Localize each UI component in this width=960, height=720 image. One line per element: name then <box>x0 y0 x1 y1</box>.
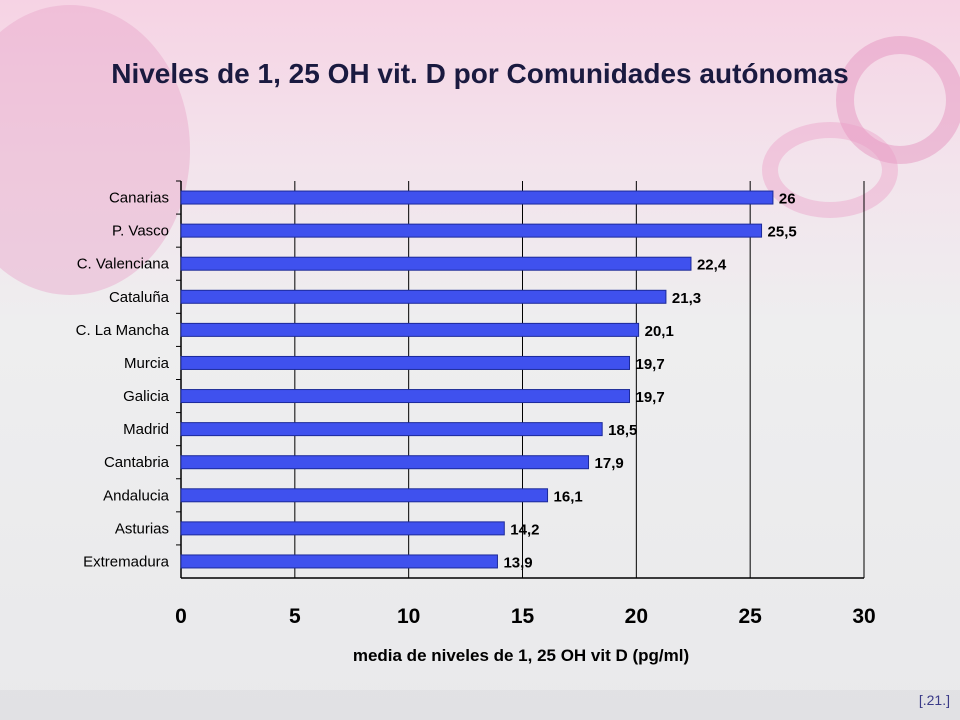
value-label: 13,9 <box>503 554 532 571</box>
x-tick-label: 10 <box>397 605 420 628</box>
category-label: P. Vasco <box>112 223 169 240</box>
gridlines <box>176 180 865 579</box>
slide-title: Niveles de 1, 25 OH vit. D por Comunidad… <box>111 58 849 89</box>
category-label: C. La Mancha <box>76 322 170 339</box>
value-label: 14,2 <box>510 521 539 538</box>
x-tick-label: 15 <box>511 605 535 628</box>
category-label: Canarias <box>109 190 169 207</box>
bar-5 <box>180 355 631 370</box>
x-tick-label: 30 <box>852 605 875 628</box>
category-label: Madrid <box>123 421 169 438</box>
bars <box>180 190 774 569</box>
x-tick-label: 20 <box>625 605 648 628</box>
value-label: 19,7 <box>636 356 665 373</box>
value-label: 19,7 <box>636 389 665 406</box>
bar-4 <box>180 322 640 337</box>
x-tick-label: 25 <box>738 605 762 628</box>
category-label: Cataluña <box>109 289 170 306</box>
value-label: 25,5 <box>768 224 797 241</box>
bar-1 <box>180 223 763 238</box>
reference-number: [.21.] <box>918 692 950 708</box>
value-label: 22,4 <box>697 257 727 274</box>
labels: 0 5 10 15 20 25 30 Canarias 26 P. Vasco 25,5 C. Val… <box>76 190 876 628</box>
category-label: C. Valenciana <box>77 256 170 273</box>
bar-8 <box>180 455 590 470</box>
bar-2 <box>180 256 692 271</box>
category-label: Galicia <box>123 388 170 405</box>
value-label: 17,9 <box>595 455 624 472</box>
bar-0 <box>180 190 774 205</box>
bar-7 <box>180 422 603 437</box>
x-axis-title: media de niveles de 1, 25 OH vit D (pg/m… <box>353 646 689 665</box>
value-label: 16,1 <box>554 488 583 505</box>
value-label: 26 <box>779 191 796 208</box>
category-label: Cantabria <box>104 454 170 471</box>
x-tick-label: 0 <box>175 605 187 628</box>
value-label: 21,3 <box>672 290 701 307</box>
bar-11 <box>180 554 498 569</box>
category-label: Extremadura <box>83 553 170 570</box>
value-label: 18,5 <box>608 422 637 439</box>
value-label: 20,1 <box>645 323 674 340</box>
bar-9 <box>180 488 549 503</box>
bar-3 <box>180 289 667 304</box>
bar-10 <box>180 521 505 536</box>
category-label: Andalucia <box>103 487 170 504</box>
x-tick-label: 5 <box>289 605 301 628</box>
bar-6 <box>180 389 631 404</box>
category-label: Murcia <box>124 355 170 372</box>
category-label: Asturias <box>115 520 169 537</box>
